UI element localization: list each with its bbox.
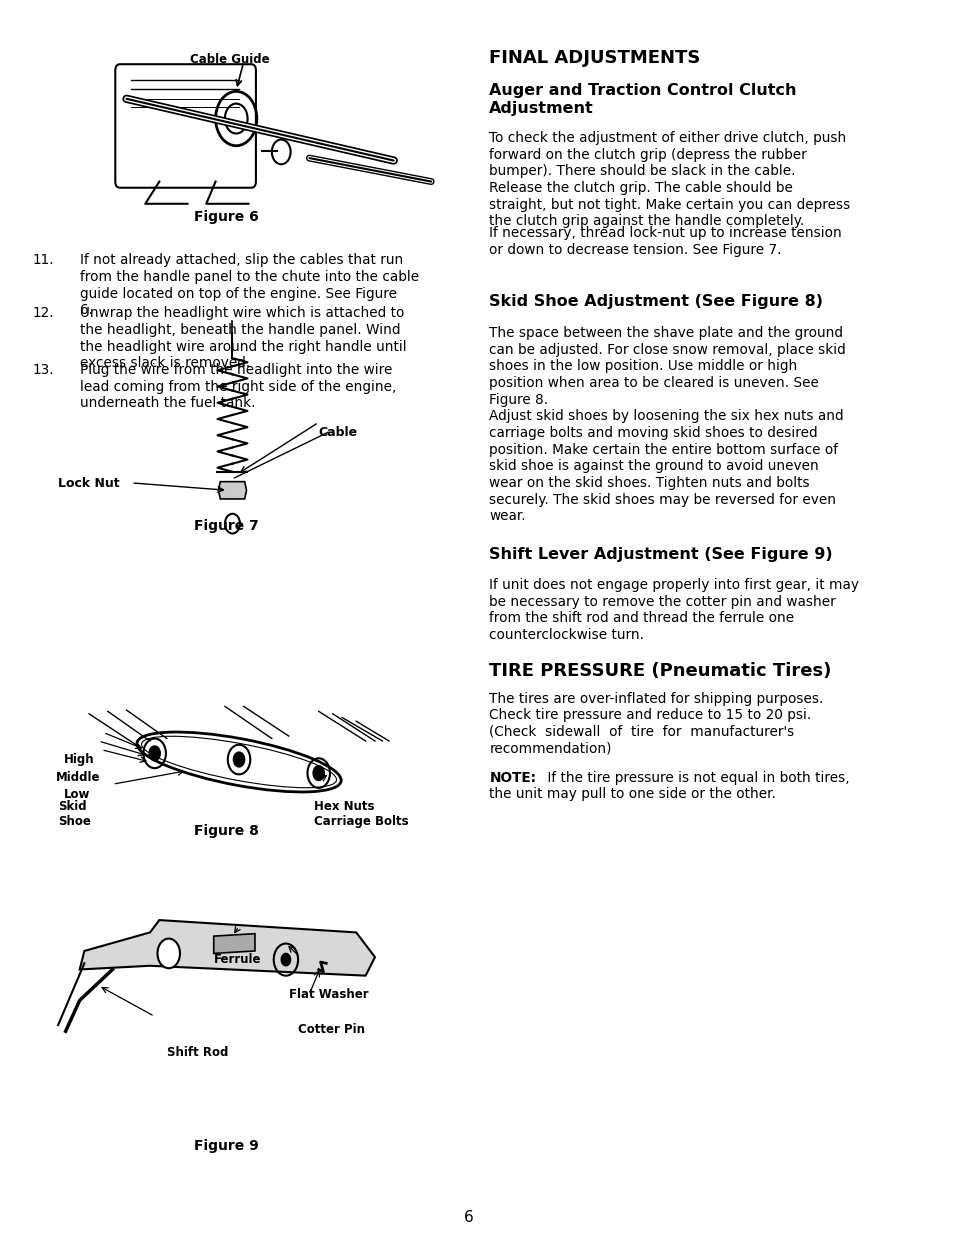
Text: Auger and Traction Control Clutch
Adjustment: Auger and Traction Control Clutch Adjust… <box>489 83 796 116</box>
Polygon shape <box>80 920 375 976</box>
Text: 12.: 12. <box>32 306 54 320</box>
Text: Release the clutch grip. The cable should be: Release the clutch grip. The cable shoul… <box>489 182 792 195</box>
Circle shape <box>313 766 324 781</box>
Text: The tires are over-inflated for shipping purposes.: The tires are over-inflated for shipping… <box>489 692 822 705</box>
Text: The space between the shave plate and the ground: The space between the shave plate and th… <box>489 326 842 340</box>
Circle shape <box>157 939 180 968</box>
Text: forward on the clutch grip (depress the rubber: forward on the clutch grip (depress the … <box>489 148 806 162</box>
Text: Figure 7: Figure 7 <box>194 519 259 532</box>
Text: from the shift rod and thread the ferrule one: from the shift rod and thread the ferrul… <box>489 611 794 625</box>
Text: Lock Nut: Lock Nut <box>58 477 120 490</box>
Text: TIRE PRESSURE (Pneumatic Tires): TIRE PRESSURE (Pneumatic Tires) <box>489 662 831 680</box>
Text: Skid
Shoe: Skid Shoe <box>58 800 91 829</box>
Text: shoes in the low position. Use middle or high: shoes in the low position. Use middle or… <box>489 359 797 373</box>
Text: If necessary, thread lock-nut up to increase tension: If necessary, thread lock-nut up to incr… <box>489 226 841 240</box>
Circle shape <box>281 953 291 966</box>
Text: Cable: Cable <box>318 426 357 440</box>
Text: Check tire pressure and reduce to 15 to 20 psi.: Check tire pressure and reduce to 15 to … <box>489 709 811 722</box>
Text: carriage bolts and moving skid shoes to desired: carriage bolts and moving skid shoes to … <box>489 426 817 440</box>
Text: the headlight wire around the right handle until: the headlight wire around the right hand… <box>80 340 406 353</box>
Text: or down to decrease tension. See Figure 7.: or down to decrease tension. See Figure … <box>489 242 781 257</box>
Text: If the tire pressure is not equal in both tires,: If the tire pressure is not equal in bot… <box>542 771 848 784</box>
Text: the clutch grip against the handle completely.: the clutch grip against the handle compl… <box>489 215 803 228</box>
Text: FINAL ADJUSTMENTS: FINAL ADJUSTMENTS <box>489 49 700 68</box>
Text: Shift Lever Adjustment (See Figure 9): Shift Lever Adjustment (See Figure 9) <box>489 547 832 562</box>
Text: Figure 8.: Figure 8. <box>489 393 548 406</box>
Text: If not already attached, slip the cables that run: If not already attached, slip the cables… <box>80 253 402 267</box>
Text: Cotter Pin: Cotter Pin <box>297 1023 365 1036</box>
Text: guide located on top of the engine. See Figure: guide located on top of the engine. See … <box>80 287 396 300</box>
Text: Plug the wire from the headlight into the wire: Plug the wire from the headlight into th… <box>80 363 392 377</box>
Text: 6: 6 <box>463 1210 473 1225</box>
Text: the unit may pull to one side or the other.: the unit may pull to one side or the oth… <box>489 788 776 802</box>
Text: If unit does not engage properly into first gear, it may: If unit does not engage properly into fi… <box>489 578 859 592</box>
Text: straight, but not tight. Make certain you can depress: straight, but not tight. Make certain yo… <box>489 198 850 211</box>
Text: Shift Rod: Shift Rod <box>167 1046 228 1060</box>
Circle shape <box>149 746 160 761</box>
Text: To check the adjustment of either drive clutch, push: To check the adjustment of either drive … <box>489 131 845 144</box>
Text: 13.: 13. <box>32 363 54 377</box>
Text: Unwrap the headlight wire which is attached to: Unwrap the headlight wire which is attac… <box>80 306 404 320</box>
Text: High: High <box>64 753 94 767</box>
Text: be necessary to remove the cotter pin and washer: be necessary to remove the cotter pin an… <box>489 594 835 609</box>
Text: skid shoe is against the ground to avoid uneven: skid shoe is against the ground to avoid… <box>489 459 819 473</box>
Polygon shape <box>218 482 246 499</box>
Text: position. Make certain the entire bottom surface of: position. Make certain the entire bottom… <box>489 443 838 457</box>
Text: NOTE:: NOTE: <box>489 771 536 784</box>
Text: (Check  sidewall  of  tire  for  manufacturer's: (Check sidewall of tire for manufacturer… <box>489 725 794 739</box>
Text: lead coming from the right side of the engine,: lead coming from the right side of the e… <box>80 380 395 394</box>
Circle shape <box>233 752 244 767</box>
Text: Cable Guide: Cable Guide <box>190 53 270 67</box>
Text: the headlight, beneath the handle panel. Wind: the headlight, beneath the handle panel.… <box>80 324 399 337</box>
Polygon shape <box>213 934 254 953</box>
Text: Hex Nuts
Carriage Bolts: Hex Nuts Carriage Bolts <box>314 800 408 829</box>
Text: underneath the fuel tank.: underneath the fuel tank. <box>80 396 254 410</box>
Text: 6.: 6. <box>80 303 92 317</box>
Text: Ferrule: Ferrule <box>213 953 261 967</box>
Text: securely. The skid shoes may be reversed for even: securely. The skid shoes may be reversed… <box>489 493 836 506</box>
Text: Adjust skid shoes by loosening the six hex nuts and: Adjust skid shoes by loosening the six h… <box>489 410 843 424</box>
Text: 11.: 11. <box>32 253 54 267</box>
Text: from the handle panel to the chute into the cable: from the handle panel to the chute into … <box>80 269 418 284</box>
Text: Figure 8: Figure 8 <box>194 824 259 837</box>
Text: Figure 6: Figure 6 <box>194 210 259 224</box>
Text: recommendation): recommendation) <box>489 741 611 756</box>
Text: Middle: Middle <box>56 771 101 784</box>
Text: Skid Shoe Adjustment (See Figure 8): Skid Shoe Adjustment (See Figure 8) <box>489 294 822 309</box>
Text: bumper). There should be slack in the cable.: bumper). There should be slack in the ca… <box>489 164 795 178</box>
Text: position when area to be cleared is uneven. See: position when area to be cleared is unev… <box>489 375 819 390</box>
Text: can be adjusted. For close snow removal, place skid: can be adjusted. For close snow removal,… <box>489 342 845 357</box>
Text: Figure 9: Figure 9 <box>194 1139 259 1152</box>
Text: counterclockwise turn.: counterclockwise turn. <box>489 627 643 642</box>
Text: wear on the skid shoes. Tighten nuts and bolts: wear on the skid shoes. Tighten nuts and… <box>489 475 809 490</box>
Text: Flat Washer: Flat Washer <box>289 988 368 1002</box>
Text: excess slack is removed.: excess slack is removed. <box>80 357 250 370</box>
Text: Low: Low <box>64 788 90 802</box>
Text: wear.: wear. <box>489 509 525 524</box>
